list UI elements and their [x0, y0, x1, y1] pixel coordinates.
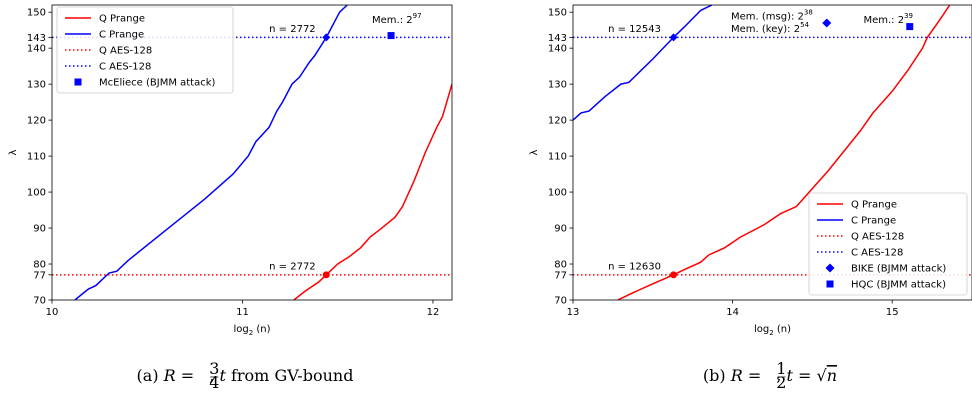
caption: (b) R = , t = √n: [703, 366, 837, 385]
legend-label: Q Prange: [99, 14, 145, 25]
y-tick-label: 70: [554, 296, 567, 307]
y-tick-label: 100: [548, 188, 567, 199]
caption-fraction-denominator: 2: [776, 373, 786, 392]
legend-swatch: [826, 280, 834, 288]
caption: (a) R = , t from GV-bound: [137, 366, 354, 385]
y-tick-label: 80: [554, 260, 567, 271]
x-tick-label: 10: [46, 307, 59, 318]
legend-box: [808, 192, 968, 296]
intersection-point: [669, 33, 678, 42]
intersection-point: [322, 33, 331, 42]
y-tick-label: 140: [548, 44, 567, 55]
series-q-prange-line: [617, 5, 951, 300]
legend-label: C Prange: [99, 30, 144, 41]
intersection-point: [322, 271, 330, 279]
axes-frame: [572, 4, 972, 301]
caption-fraction-numerator: 1: [776, 359, 786, 378]
series-mceliece-bjmm-attack-marker: [387, 32, 395, 40]
legend-label: C AES-128: [99, 62, 151, 73]
annotation: Mem.: 297: [372, 12, 422, 26]
y-tick-label: 130: [548, 80, 567, 91]
y-tick-label: 110: [548, 152, 567, 163]
y-tick-label: 77: [33, 270, 46, 281]
legend-label: Q AES-128: [851, 232, 904, 243]
axes-frame: [51, 4, 453, 301]
series-c-prange-line: [74, 5, 348, 300]
legend: Q Prange C Prange Q AES-128 C AES-128 BIKE (…: [808, 192, 968, 296]
y-tick-label: 90: [33, 224, 46, 235]
intersection-point: [670, 271, 678, 279]
x-tick-label: 13: [567, 307, 580, 318]
y-tick-label: 143: [27, 33, 46, 44]
legend-label: BIKE (BJMM attack): [851, 264, 946, 275]
legend-label: McEliece (BJMM attack): [99, 78, 216, 89]
series-q-prange-line: [293, 83, 452, 300]
x-tick-label: 14: [726, 307, 739, 318]
series-bike-bjmm-attack-marker: [822, 18, 832, 28]
annotation: Mem.: 239: [863, 12, 913, 26]
y-tick-label: 143: [548, 33, 567, 44]
y-tick-label: 130: [27, 80, 46, 91]
y-axis-label: λ: [8, 149, 19, 155]
annotation: Mem. (key): 254: [731, 21, 810, 35]
plot-area: [52, 5, 452, 300]
annotation: n = 12630: [608, 261, 661, 272]
y-tick-label: 100: [27, 188, 46, 199]
annotation: n = 2772: [269, 261, 316, 272]
legend-label: Q AES-128: [99, 46, 152, 57]
x-tick-label: 15: [886, 307, 899, 318]
y-tick-label: 77: [554, 270, 567, 281]
y-tick-label: 140: [27, 44, 46, 55]
legend: Q Prange C Prange Q AES-128 C AES-128 McElie…: [56, 6, 234, 94]
legend-box: [56, 6, 234, 94]
y-tick-label: 80: [33, 260, 46, 271]
y-tick-label: 70: [33, 296, 46, 307]
legend-swatch: [74, 78, 82, 86]
series-c-prange-line: [573, 5, 713, 121]
y-tick-label: 150: [27, 8, 46, 19]
x-axis-label: log2 (n): [754, 324, 791, 337]
annotation: n = 12543: [608, 24, 661, 35]
y-tick-label: 150: [548, 8, 567, 19]
annotation: Mem. (msg): 238: [731, 8, 813, 22]
legend-label: C AES-128: [851, 248, 903, 259]
x-tick-label: 11: [236, 307, 249, 318]
legend-label: Q Prange: [851, 200, 897, 211]
series-hqc-bjmm-attack-marker: [906, 23, 914, 31]
y-tick-label: 120: [548, 116, 567, 127]
legend-label: HQC (BJMM attack): [851, 280, 946, 291]
legend-label: C Prange: [851, 216, 896, 227]
y-tick-label: 120: [27, 116, 46, 127]
caption-fraction-numerator: 3: [209, 359, 219, 378]
y-tick-label: 90: [554, 224, 567, 235]
x-tick-label: 12: [427, 307, 440, 318]
y-tick-label: 110: [27, 152, 46, 163]
y-axis-label: λ: [529, 149, 540, 155]
x-axis-label: log2 (n): [233, 324, 270, 337]
annotation: n = 2772: [269, 24, 316, 35]
caption-fraction-denominator: 4: [209, 373, 219, 392]
legend-swatch: [825, 263, 835, 273]
